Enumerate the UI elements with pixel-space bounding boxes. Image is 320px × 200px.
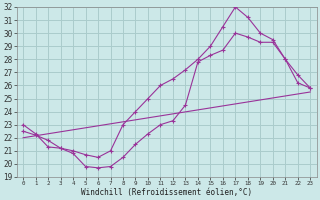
X-axis label: Windchill (Refroidissement éolien,°C): Windchill (Refroidissement éolien,°C) [81,188,252,197]
